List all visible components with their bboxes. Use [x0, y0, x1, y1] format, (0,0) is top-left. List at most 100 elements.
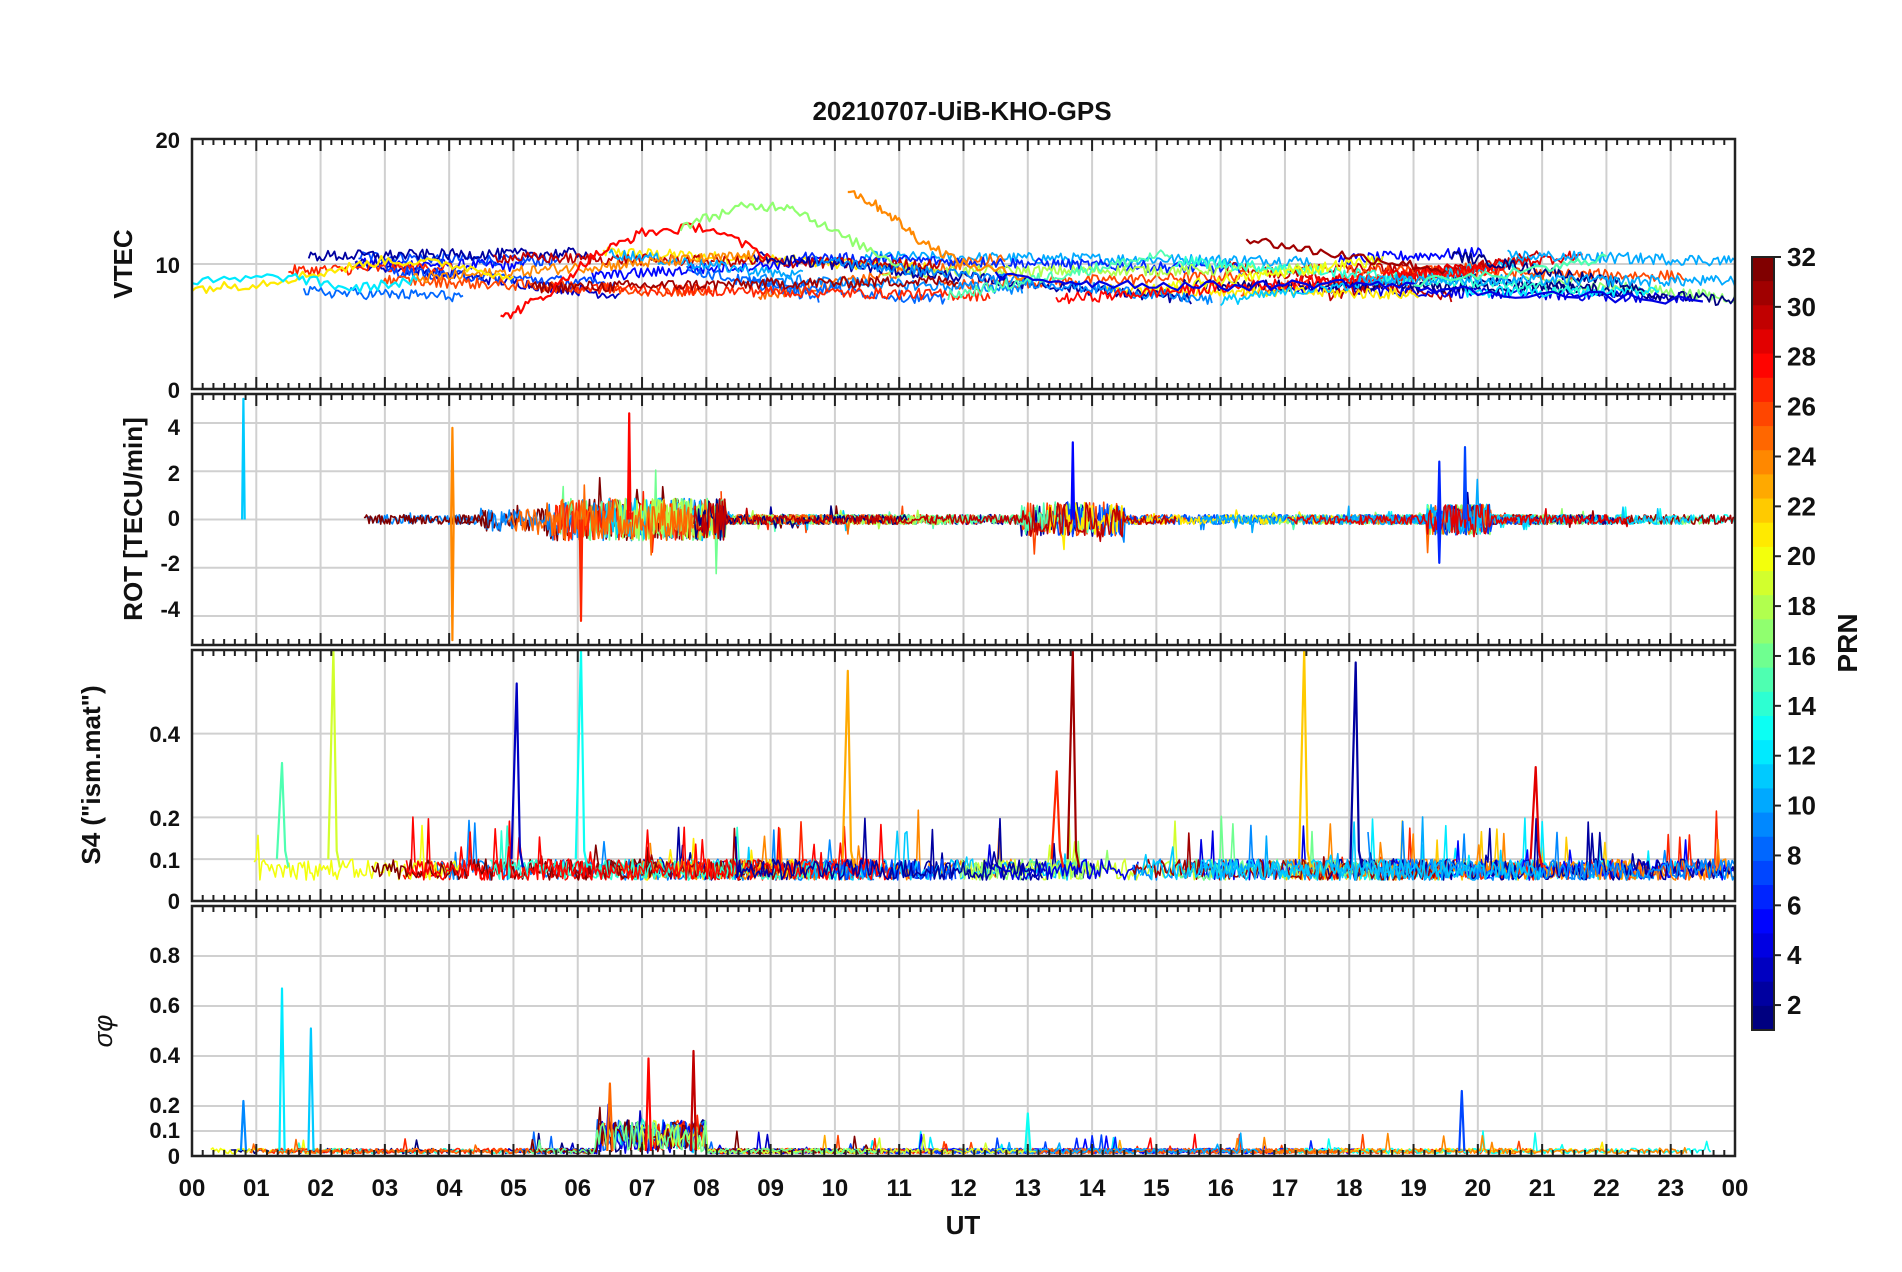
colorbar-tick-label: 14: [1787, 691, 1816, 721]
colorbar-swatch: [1752, 981, 1774, 1007]
series-line: [450, 426, 455, 520]
series-line: [1050, 770, 1065, 868]
series-line: [493, 251, 942, 271]
s4-ytick-0: 0: [168, 889, 180, 914]
panel-rot-ylabel: ROT [TECU/min]: [118, 417, 148, 621]
series-line: [693, 498, 1177, 543]
series-line: [544, 281, 991, 302]
colorbar-swatch: [1752, 281, 1774, 306]
x-axis-label: UT: [946, 1210, 981, 1240]
colorbar-swatch: [1752, 740, 1774, 765]
series-line: [411, 248, 760, 284]
series-line: [679, 201, 900, 267]
colorbar-swatch: [1752, 571, 1774, 596]
panel-s4-ylabel-text: S4 ("ism.mat"): [76, 685, 106, 864]
colorbar-swatch: [1752, 329, 1774, 355]
series-line: [689, 1049, 698, 1152]
colorbar-tick-label: 20: [1787, 541, 1816, 571]
series-line: [239, 1099, 248, 1152]
sig-ytick-02: 0.2: [149, 1093, 180, 1118]
series-line: [882, 262, 1326, 278]
vtec-ytick-0: 0: [168, 378, 180, 403]
sig-ytick-04: 0.4: [149, 1043, 180, 1068]
series-line: [734, 817, 1044, 881]
colorbar-tick-label: 26: [1787, 392, 1816, 422]
colorbar-tick-label: 12: [1787, 741, 1816, 771]
colorbar-tick-label: 4: [1787, 940, 1802, 970]
x-tick-label: 10: [822, 1175, 849, 1202]
colorbar-swatch: [1752, 1005, 1774, 1031]
x-tick-label: 09: [757, 1175, 784, 1202]
x-tick-label: 08: [693, 1175, 720, 1202]
series-line: [191, 272, 418, 293]
series-line: [1066, 648, 1081, 868]
panel-s4: S4 ("ism.mat") 0 0.1 0.2 0.4: [76, 648, 1737, 914]
colorbar-swatch: [1752, 933, 1774, 959]
panel-vtec: VTEC 0 10 20: [108, 128, 1737, 403]
panel-rot-ticks: [191, 394, 1736, 645]
colorbar-tick-label: 28: [1787, 342, 1816, 372]
series-line: [241, 397, 246, 520]
series-line: [947, 249, 1172, 301]
s4-ytick-04: 0.4: [149, 722, 180, 747]
series-line: [450, 519, 455, 642]
x-tick-label: 22: [1593, 1175, 1620, 1202]
colorbar-swatch: [1752, 450, 1774, 476]
colorbar-tick-label: 32: [1787, 242, 1816, 272]
series-line: [997, 1132, 1259, 1155]
x-tick-label: 00: [1722, 1175, 1749, 1202]
series-line: [1413, 253, 1607, 288]
series-line: [1450, 250, 1646, 293]
x-tick-label: 15: [1143, 1175, 1170, 1202]
panel-s4-ylabel: S4 ("ism.mat"): [76, 685, 106, 864]
x-tick-label: 07: [629, 1175, 656, 1202]
x-tick-label: 23: [1657, 1175, 1684, 1202]
colorbar-swatch: [1752, 836, 1774, 862]
series-line: [500, 222, 772, 320]
x-tick-label: 01: [243, 1175, 270, 1202]
rot-ytick-0: 0: [168, 506, 180, 531]
colorbar-swatch: [1752, 715, 1774, 741]
series-line: [1055, 262, 1506, 305]
colorbar-swatch: [1752, 909, 1774, 934]
panel-sigma-ticks: [191, 906, 1736, 1156]
series-line: [1436, 519, 1442, 564]
x-tick-label: 13: [1014, 1175, 1041, 1202]
colorbar-swatch: [1752, 426, 1774, 451]
series-line: [302, 285, 464, 303]
colorbar-tick-label: 2: [1787, 990, 1801, 1020]
panel-vtec-ticks: [191, 139, 1736, 389]
s4-ytick-02: 0.2: [149, 806, 180, 831]
x-tick-label: 03: [372, 1175, 399, 1202]
colorbar-swatch: [1752, 885, 1774, 910]
colorbar-swatch: [1752, 860, 1774, 886]
colorbar-tick-label: 24: [1787, 441, 1816, 471]
series-line: [984, 844, 1139, 881]
x-tick-label: 18: [1336, 1175, 1363, 1202]
colorbar-swatch: [1752, 522, 1774, 548]
series-line: [1436, 460, 1442, 520]
series-line: [327, 648, 341, 868]
series-line: [510, 682, 525, 868]
sig-ytick-06: 0.6: [149, 993, 180, 1018]
rot-ytick-4: 4: [168, 415, 181, 440]
series-line: [686, 264, 820, 303]
series-line: [644, 1057, 653, 1152]
series-line: [1507, 249, 1736, 267]
panel-vtec-series: [191, 190, 1736, 320]
colorbar-swatch: [1752, 667, 1774, 693]
colorbar-tick-label: 18: [1787, 591, 1816, 621]
colorbar-swatch: [1752, 643, 1774, 669]
x-tick-label: 02: [307, 1175, 334, 1202]
series-line: [847, 190, 1028, 281]
colorbar-swatch: [1752, 764, 1774, 790]
series-line: [994, 271, 1704, 305]
series-line: [1462, 446, 1468, 520]
series-line: [405, 823, 892, 881]
panel-vtec-ylabel: VTEC: [108, 229, 138, 299]
x-tick-label: 19: [1400, 1175, 1427, 1202]
series-line: [1357, 273, 1736, 287]
s4-ytick-01: 0.1: [149, 848, 180, 873]
